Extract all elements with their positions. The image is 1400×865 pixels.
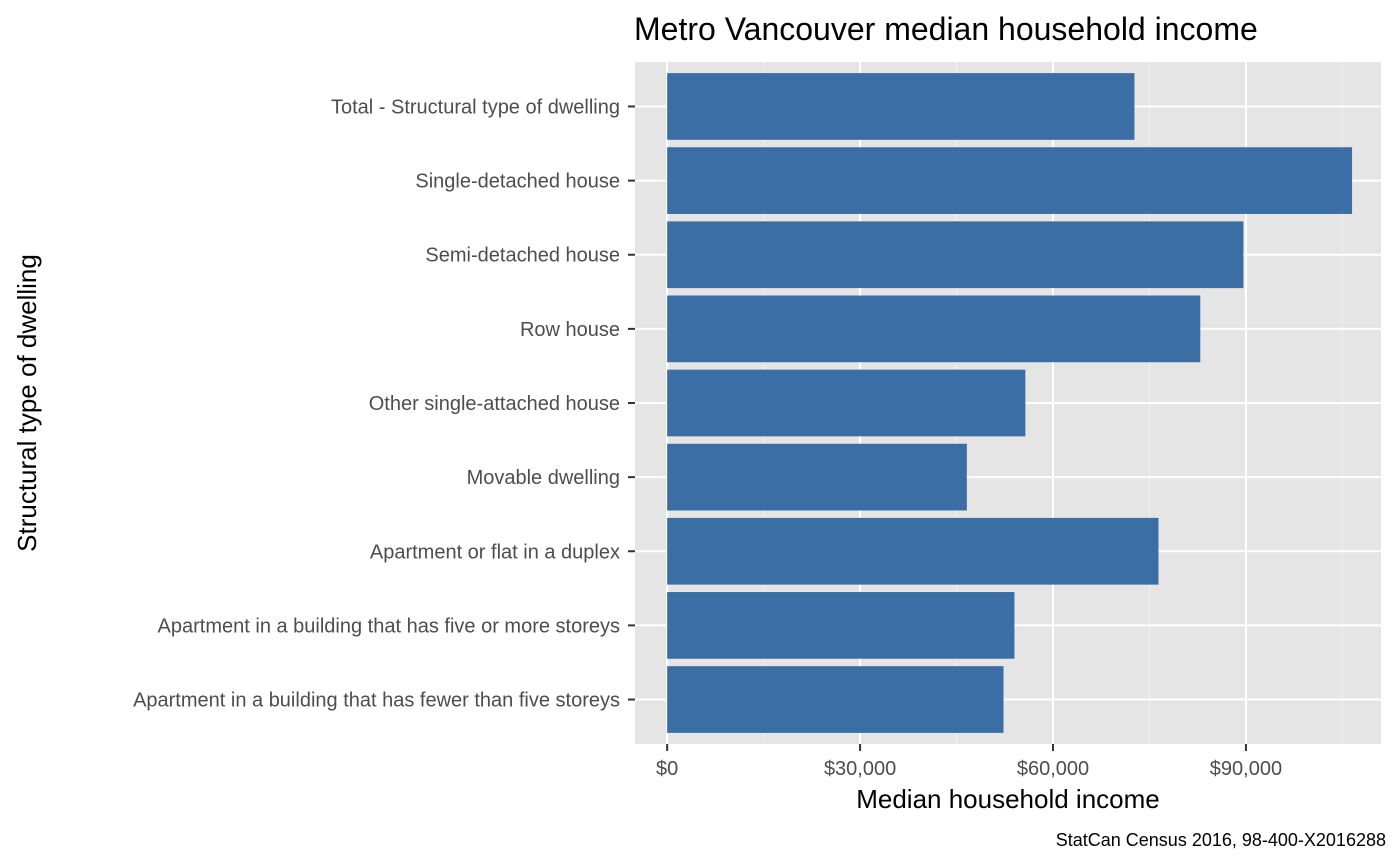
- bars: [667, 73, 1353, 733]
- bar: [667, 443, 967, 511]
- bar: [667, 666, 1004, 733]
- bar: [667, 369, 1026, 437]
- x-tick-label: $60,000: [1017, 758, 1089, 780]
- x-tick-label: $30,000: [824, 758, 896, 780]
- y-tick-label: Single-detached house: [415, 171, 620, 193]
- chart-title: Metro Vancouver median household income: [634, 11, 1258, 47]
- chart-caption: StatCan Census 2016, 98-400-X2016288: [1056, 830, 1386, 850]
- y-axis-title: Structural type of dwelling: [12, 254, 42, 552]
- y-tick-label: Apartment or flat in a duplex: [370, 541, 620, 563]
- bar: [667, 147, 1353, 214]
- x-axis-title: Median household income: [856, 784, 1160, 814]
- x-tick-label: $0: [656, 758, 678, 780]
- y-tick-label: Semi-detached house: [425, 245, 620, 267]
- bar: [667, 517, 1159, 585]
- y-tick-label: Movable dwelling: [467, 467, 620, 489]
- x-tick-label: $90,000: [1210, 758, 1282, 780]
- y-axis: Total - Structural type of dwelling Singl…: [133, 96, 635, 712]
- bar: [667, 73, 1135, 140]
- y-tick-label: Other single-attached house: [369, 393, 620, 415]
- x-axis: $0 $30,000 $60,000 $90,000: [656, 744, 1282, 780]
- bar: [667, 221, 1244, 289]
- y-tick-label: Apartment in a building that has five or…: [158, 615, 620, 637]
- bar: [667, 295, 1201, 363]
- y-tick-label: Apartment in a building that has fewer t…: [133, 690, 620, 712]
- bar: [667, 592, 1015, 659]
- y-tick-label: Row house: [520, 319, 620, 341]
- y-tick-label: Total - Structural type of dwelling: [331, 96, 620, 118]
